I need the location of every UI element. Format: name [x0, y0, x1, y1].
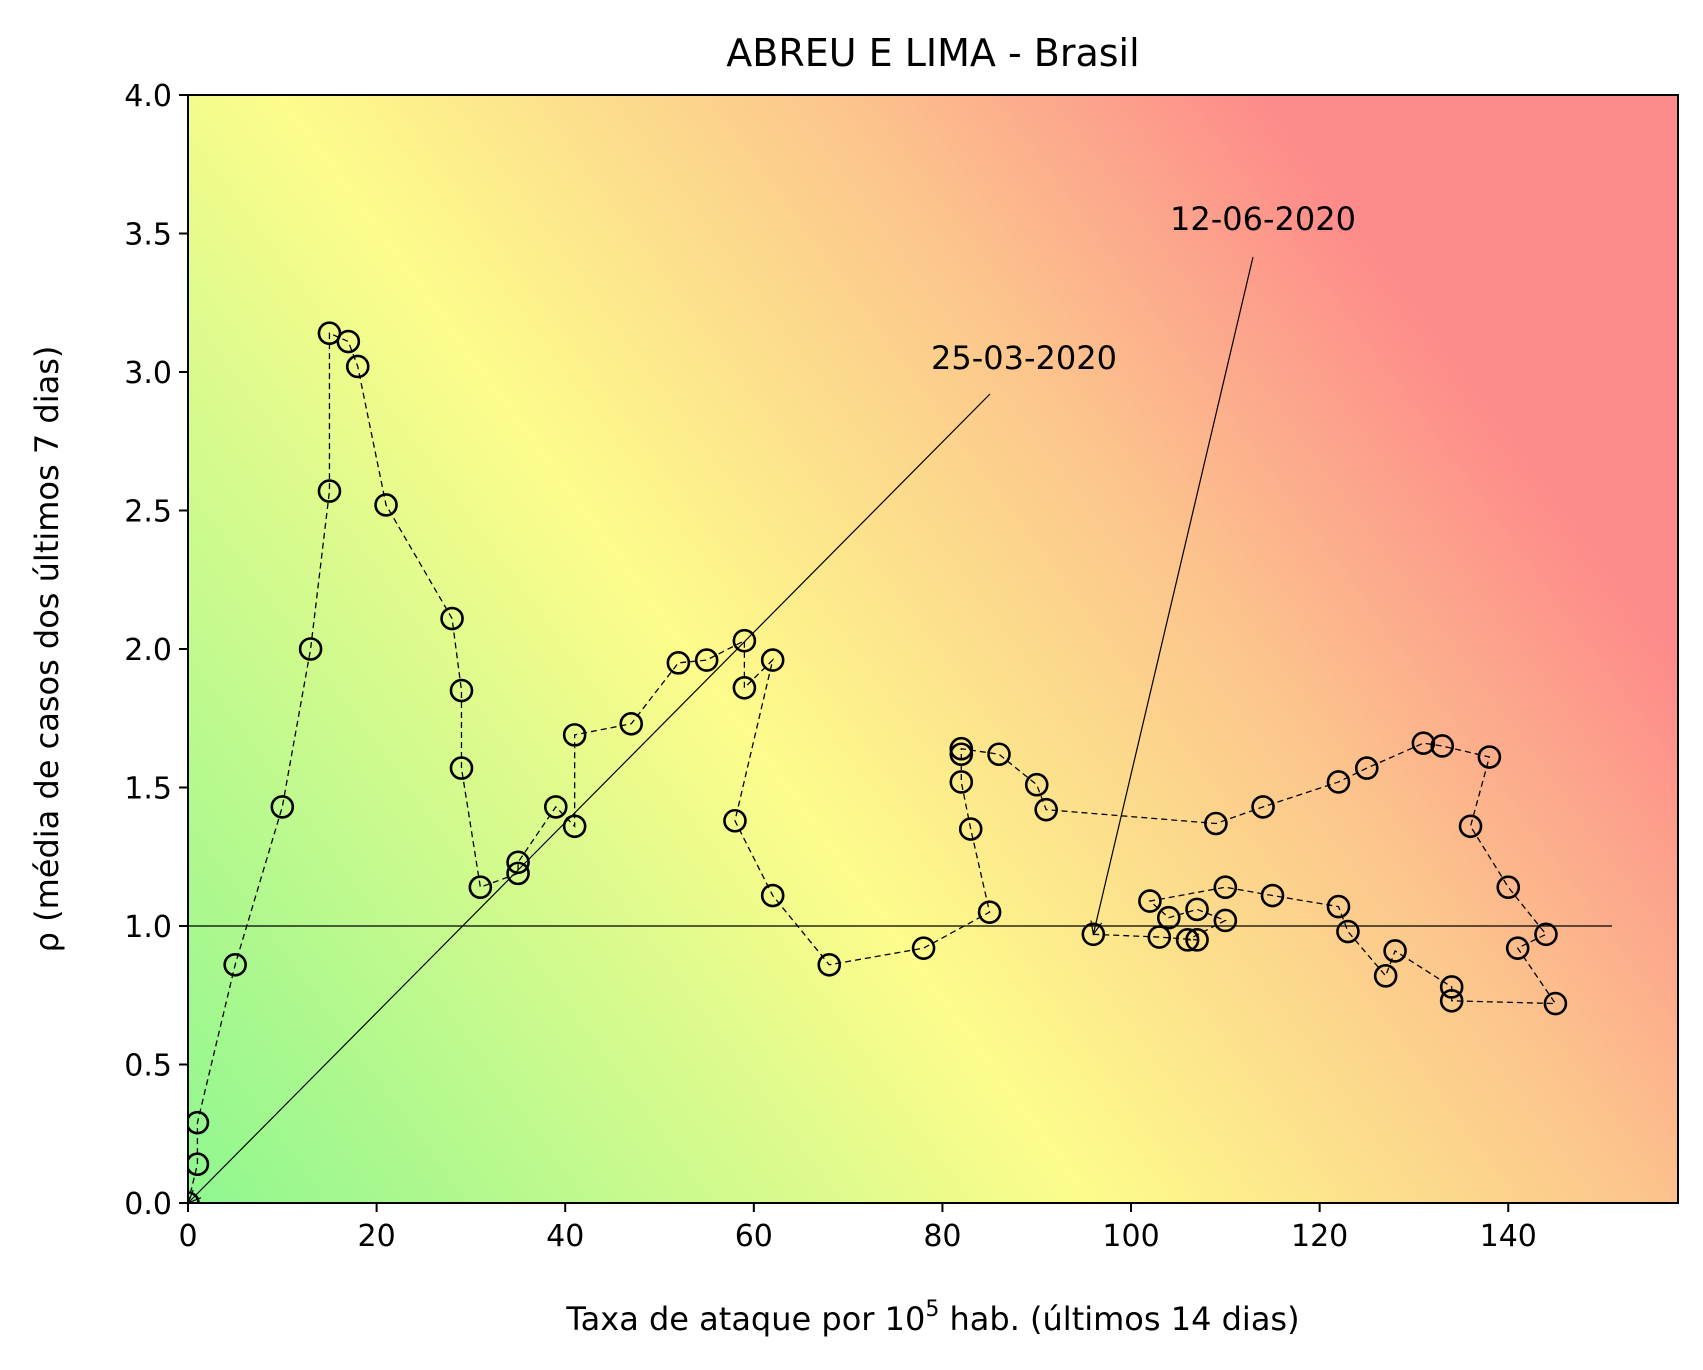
data-point [732, 675, 757, 700]
x-tick-label: 140 [1480, 1219, 1537, 1254]
y-axis-ticks: 0.0 0.5 1.0 1.5 2.0 2.5 3.0 3.5 4.0 [124, 79, 188, 1222]
data-point [760, 883, 785, 908]
data-point [336, 329, 361, 354]
data-point [1383, 939, 1407, 963]
data-point [949, 736, 974, 761]
data-point [1213, 875, 1238, 900]
data-point [1430, 734, 1455, 758]
data-point [1505, 936, 1530, 960]
data-point [1496, 875, 1521, 900]
annotation-arrow [1092, 256, 1254, 935]
data-point [949, 742, 974, 767]
y-tick-label: 3.5 [124, 218, 172, 253]
data-point [1326, 770, 1351, 794]
data-points-layer [188, 321, 1568, 1203]
data-point [619, 711, 644, 736]
x-tick-label: 20 [358, 1219, 396, 1254]
data-point [1411, 731, 1436, 755]
data-point [449, 756, 474, 780]
data-point [543, 795, 568, 819]
data-point [1326, 894, 1351, 919]
y-tick-label: 2.0 [124, 633, 172, 668]
data-point [666, 651, 691, 675]
data-point [506, 850, 530, 875]
data-point [374, 493, 398, 517]
plot-background [188, 95, 1678, 1203]
data-point [468, 875, 493, 900]
data-point [1336, 919, 1360, 944]
data-point [1147, 925, 1172, 949]
data-point [694, 648, 719, 672]
data-point [317, 479, 342, 503]
data-point [1534, 922, 1558, 947]
data-point [987, 742, 1011, 767]
y-tick-label: 1.5 [124, 772, 172, 807]
annotation-layer: 25-03-2020 12-06-2020 [186, 200, 1356, 1205]
data-point [1185, 928, 1209, 952]
data-point [298, 637, 323, 661]
data-point [1458, 814, 1483, 839]
data-point [1477, 745, 1502, 769]
x-axis-ticks: 0 20 40 60 80 100 120 140 [178, 1203, 1537, 1254]
data-point [760, 648, 785, 672]
y-tick-label: 1.0 [124, 910, 172, 945]
data-point [1251, 795, 1275, 819]
series-line [188, 332, 1557, 1203]
x-tick-label: 60 [735, 1219, 773, 1254]
data-point [449, 678, 474, 703]
data-point [1204, 811, 1228, 836]
data-point [1185, 897, 1209, 922]
data-point [1024, 772, 1049, 797]
data-point [562, 723, 587, 747]
x-tick-label: 0 [178, 1219, 197, 1254]
data-point [1156, 905, 1181, 930]
x-tick-label: 40 [546, 1219, 584, 1254]
data-point [1034, 797, 1058, 822]
data-point [223, 952, 247, 977]
data-point [977, 900, 1002, 924]
x-tick-label: 80 [923, 1219, 961, 1254]
x-tick-label: 120 [1291, 1219, 1348, 1254]
y-tick-label: 3.0 [124, 356, 172, 391]
data-point [1081, 922, 1106, 947]
data-point [958, 817, 983, 841]
data-point [911, 936, 936, 960]
y-tick-label: 2.5 [124, 495, 172, 530]
data-point [270, 795, 295, 819]
annotation-label: 12-06-2020 [1170, 200, 1356, 238]
data-point [817, 952, 842, 977]
y-axis-label: ρ (média de casos dos últimos 7 dias) [28, 346, 66, 953]
data-point [1354, 756, 1379, 780]
data-point [188, 1110, 210, 1135]
x-axis-label: Taxa de ataque por 105 hab. (últimos 14 … [565, 1297, 1299, 1338]
data-point [188, 1152, 210, 1177]
data-point [732, 628, 757, 653]
annotation-label: 25-03-2020 [931, 339, 1117, 377]
y-tick-label: 0.5 [124, 1049, 172, 1084]
data-point [1138, 889, 1162, 913]
x-axis-label-main: Taxa de ataque por 10 [565, 1300, 925, 1338]
data-point [1260, 883, 1285, 908]
x-axis-label-rest: hab. (últimos 14 dias) [939, 1300, 1299, 1338]
x-axis-label-superscript: 5 [925, 1297, 939, 1322]
data-point [506, 861, 530, 886]
data-point [1373, 964, 1398, 988]
data-point [345, 354, 370, 379]
data-point [723, 808, 747, 833]
data-point [1439, 988, 1464, 1013]
chart-title: ABREU E LIMA - Brasil [726, 31, 1139, 75]
data-path-layer [188, 332, 1557, 1203]
y-tick-label: 4.0 [124, 79, 172, 114]
annotation-arrow [187, 393, 991, 1204]
x-tick-label: 100 [1102, 1219, 1159, 1254]
data-point [1175, 928, 1200, 952]
data-point [440, 606, 464, 631]
data-point [1213, 908, 1238, 933]
y-tick-label: 0.0 [124, 1187, 172, 1222]
data-point [949, 770, 974, 794]
data-point [1543, 991, 1568, 1016]
data-point [562, 814, 587, 839]
data-point [1439, 975, 1464, 999]
